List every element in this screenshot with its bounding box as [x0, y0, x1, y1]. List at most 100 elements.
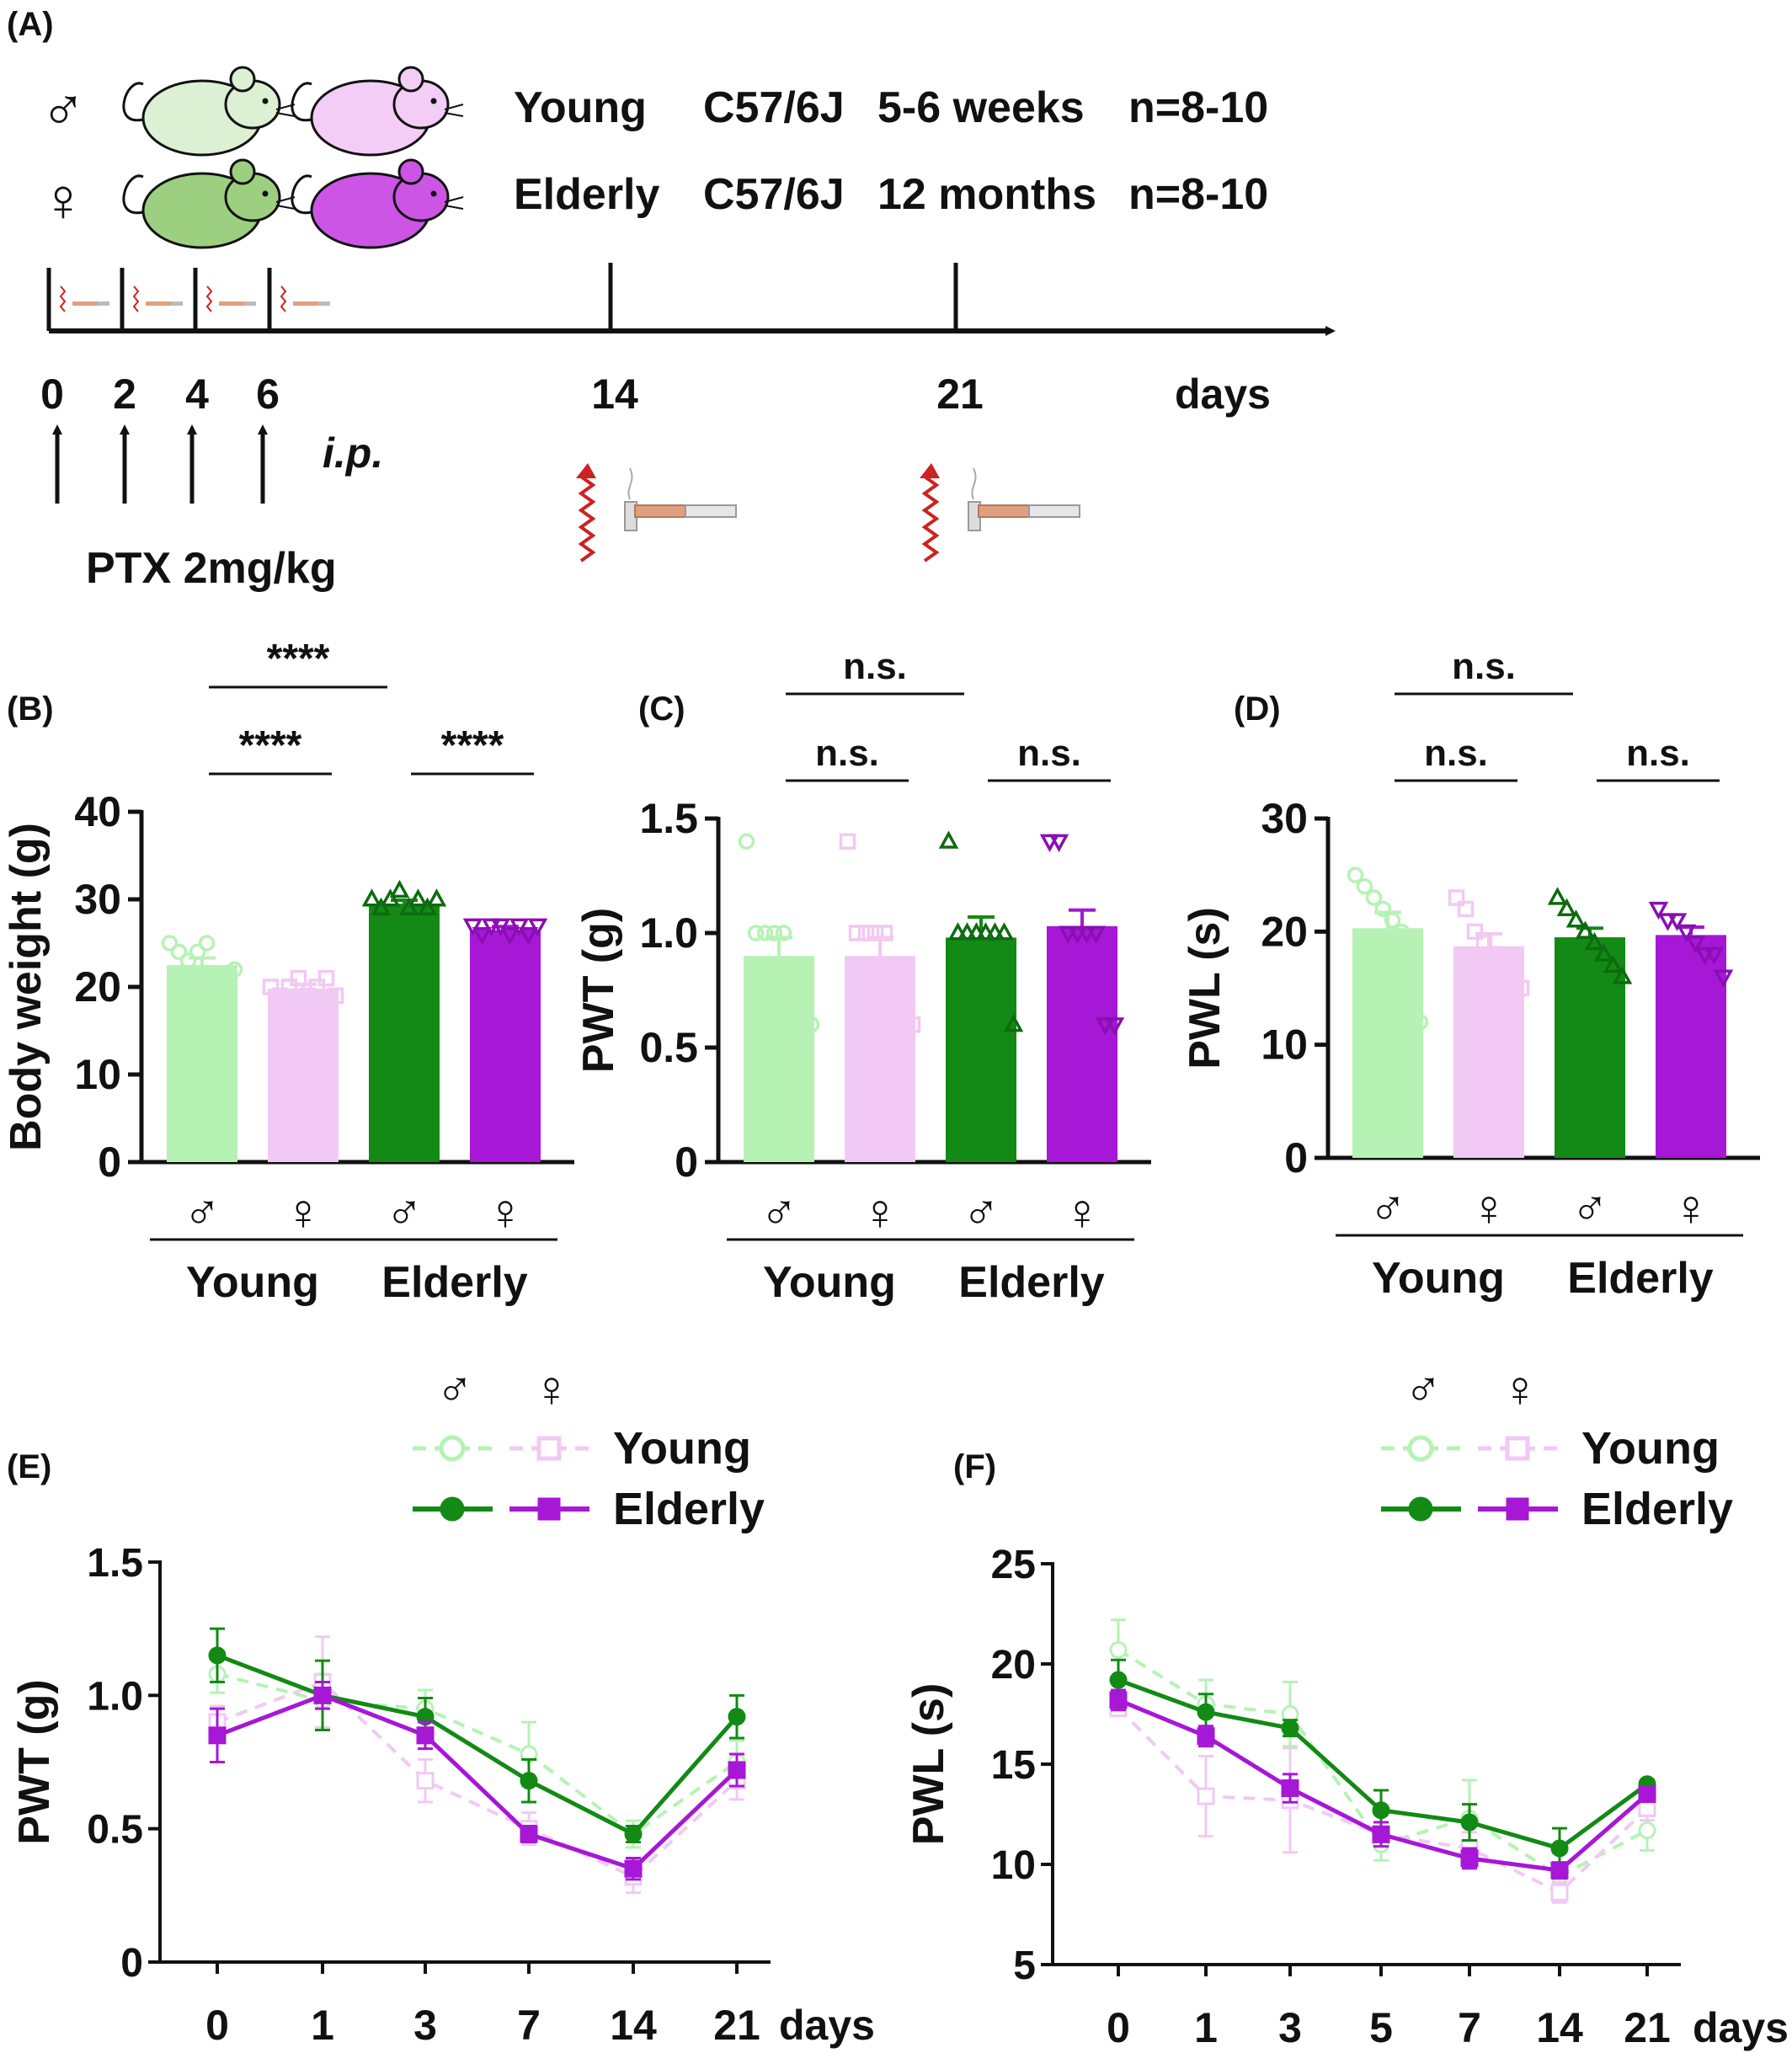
y-tick-label: 25: [991, 1543, 1036, 1587]
bar: [167, 965, 237, 1162]
y-tick-label: 20: [1261, 908, 1308, 955]
data-point: [1648, 901, 1669, 920]
x-tick-label: ♀: [487, 1184, 525, 1240]
group-label: Young: [186, 1258, 319, 1307]
data-point: [1393, 923, 1411, 941]
data-point: [975, 922, 996, 941]
data-point: [481, 918, 502, 937]
legend-marker-elderly-male: [1408, 1496, 1433, 1522]
y-tick-label: 0: [1284, 1134, 1308, 1181]
data-point: [747, 925, 765, 941]
y-tick-label: 0: [675, 1138, 698, 1186]
timeline-unit: days: [1175, 371, 1271, 418]
y-axis-title: PWL (s): [904, 1683, 953, 1846]
mini-injection-icon: [205, 285, 256, 312]
x-tick-label: 21: [713, 2002, 760, 2049]
data-point: [313, 1686, 332, 1704]
x-tick-label: ♂: [184, 1184, 221, 1240]
data-point: [1374, 900, 1392, 918]
data-point: [1460, 1813, 1479, 1832]
significance-label: ****: [441, 723, 504, 768]
legend-female-symbol: ♀: [533, 1361, 571, 1417]
female-symbol: ♀: [40, 167, 86, 234]
cohort-strain-young: C57/6J: [703, 83, 845, 132]
data-point: [1676, 924, 1697, 943]
data-point: [728, 1761, 746, 1779]
x-tick-label: ♀: [1064, 1184, 1101, 1240]
x-tick-label: 5: [1369, 2004, 1393, 2051]
data-point: [1694, 947, 1715, 966]
data-point: [416, 1726, 435, 1745]
significance-label: n.s.: [1626, 733, 1690, 774]
data-point: [938, 830, 959, 849]
group-label: Elderly: [958, 1258, 1104, 1307]
data-point: [1593, 943, 1614, 962]
bar: [470, 930, 541, 1162]
y-tick-label: 0.5: [639, 1024, 698, 1071]
data-point: [957, 922, 978, 941]
data-point: [1512, 979, 1530, 997]
data-point: [1058, 925, 1079, 944]
data-point: [226, 961, 243, 978]
legend-label-young: Young: [1581, 1423, 1720, 1474]
elderly-female-mouse-icon: [291, 158, 464, 249]
male-symbol: ♂: [40, 74, 86, 141]
data-point: [1713, 969, 1734, 988]
x-tick-label: ♀: [285, 1184, 323, 1240]
data-point: [207, 969, 225, 987]
data-point: [1638, 1821, 1656, 1840]
bar: [845, 956, 915, 1162]
data-point: [1402, 935, 1420, 952]
significance-label: ****: [239, 723, 302, 768]
mini-injection-icon: [280, 285, 330, 312]
legend-marker-young-female: [1505, 1436, 1530, 1461]
x-tick-label: ♂: [1571, 1180, 1609, 1236]
data-point: [1109, 1671, 1128, 1689]
data-point: [1356, 877, 1373, 895]
y-tick-label: 10: [74, 1051, 121, 1098]
data-point: [894, 1016, 912, 1033]
data-point: [1485, 946, 1502, 963]
young-female-mouse-icon: [291, 66, 464, 157]
timeline-label-4: 4: [185, 371, 209, 418]
cohort-age-young: 5-6 weeks: [877, 83, 1085, 132]
data-point: [1067, 925, 1088, 944]
data-point: [1584, 931, 1605, 951]
data-point: [904, 1016, 921, 1033]
data-point: [1372, 1825, 1390, 1843]
data-point: [280, 979, 298, 995]
legend-label-elderly: Elderly: [613, 1484, 765, 1534]
legend-marker-elderly-male: [440, 1496, 465, 1522]
x-axis-unit: days: [779, 2002, 875, 2049]
x-tick-label: 21: [1624, 2004, 1671, 2051]
y-tick-label: 0.5: [87, 1808, 143, 1853]
panel-label: (C): [638, 691, 685, 728]
significance-label: ****: [267, 637, 330, 681]
x-tick-label: ♂: [1369, 1180, 1407, 1236]
data-point: [1460, 1849, 1479, 1868]
legend-marker-young-male: [1407, 1435, 1434, 1462]
data-point: [848, 925, 866, 941]
timeline-label-21: 21: [936, 371, 984, 418]
data-point: [1575, 920, 1596, 939]
data-point: [1085, 925, 1107, 944]
y-tick-label: 15: [991, 1743, 1036, 1788]
cohort-group-young: Young: [514, 83, 647, 132]
x-tick-label: 0: [205, 2002, 229, 2049]
data-point: [1197, 1703, 1215, 1721]
data-point: [490, 918, 511, 937]
data-point: [1612, 966, 1633, 984]
x-tick-label: 0: [1107, 2004, 1130, 2051]
y-tick-label: 0: [120, 1941, 143, 1986]
data-point: [308, 979, 326, 995]
data-point: [271, 987, 289, 1005]
data-point: [1109, 1640, 1128, 1659]
data-point: [416, 1772, 435, 1790]
x-tick-label: 3: [413, 2002, 437, 2049]
data-point: [947, 922, 968, 941]
data-point: [624, 1825, 643, 1843]
data-point: [216, 979, 234, 995]
x-tick-label: ♂: [386, 1184, 424, 1240]
significance-label: n.s.: [815, 733, 879, 774]
